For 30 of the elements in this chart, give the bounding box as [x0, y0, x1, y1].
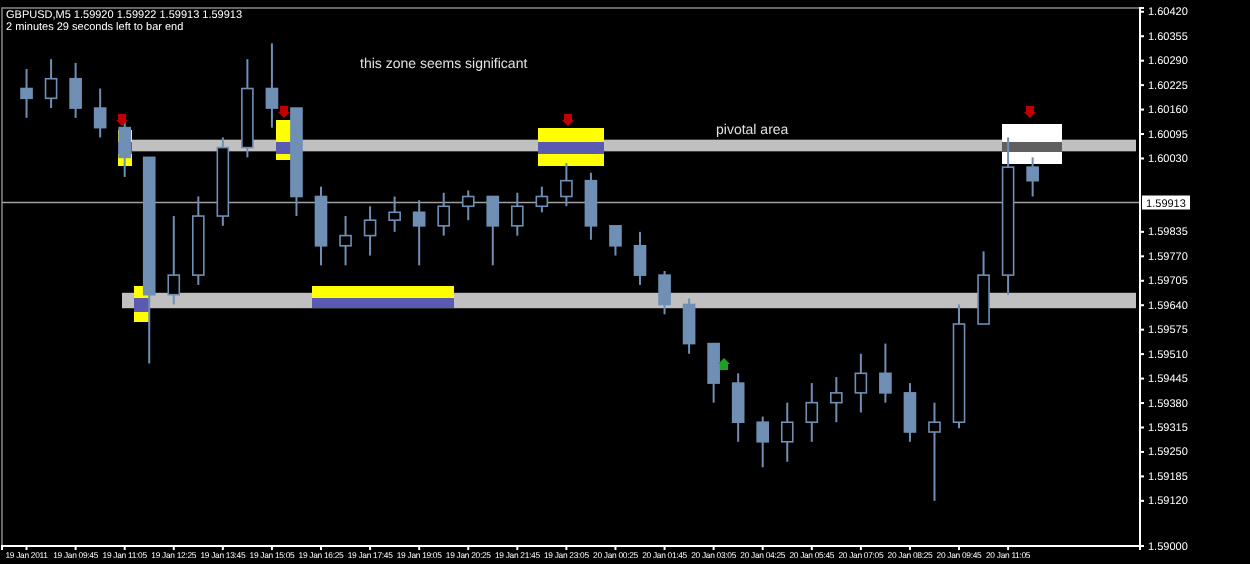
candlestick: [167, 215, 181, 306]
candlestick: [903, 382, 917, 443]
candlestick: [363, 205, 377, 257]
candlestick: [584, 171, 598, 241]
candlestick: [461, 189, 475, 222]
candlestick: [412, 199, 426, 267]
candlestick: [731, 372, 745, 443]
candlestick: [830, 376, 843, 424]
candlestick: [437, 191, 451, 237]
candlestick: [633, 230, 647, 286]
candlestick: [682, 297, 696, 355]
candlestick: [879, 342, 892, 404]
candlestick: [535, 185, 549, 214]
candlestick: [854, 352, 868, 414]
candlestick: [511, 191, 524, 237]
candlestick: [44, 58, 58, 110]
candlestick: [560, 162, 573, 208]
candlestick: [1026, 156, 1039, 198]
candlestick: [20, 67, 33, 119]
candlestick: [756, 415, 770, 469]
candlestick: [928, 401, 941, 502]
candlestick: [93, 87, 107, 139]
candlestick: [780, 401, 794, 463]
candlestick: [69, 61, 82, 119]
candlestick: [388, 195, 401, 233]
candlestick: [805, 382, 819, 443]
candlestick: [658, 269, 671, 316]
candlestick: [339, 215, 352, 267]
candlestick: [486, 195, 500, 267]
candlestick: [609, 224, 622, 257]
